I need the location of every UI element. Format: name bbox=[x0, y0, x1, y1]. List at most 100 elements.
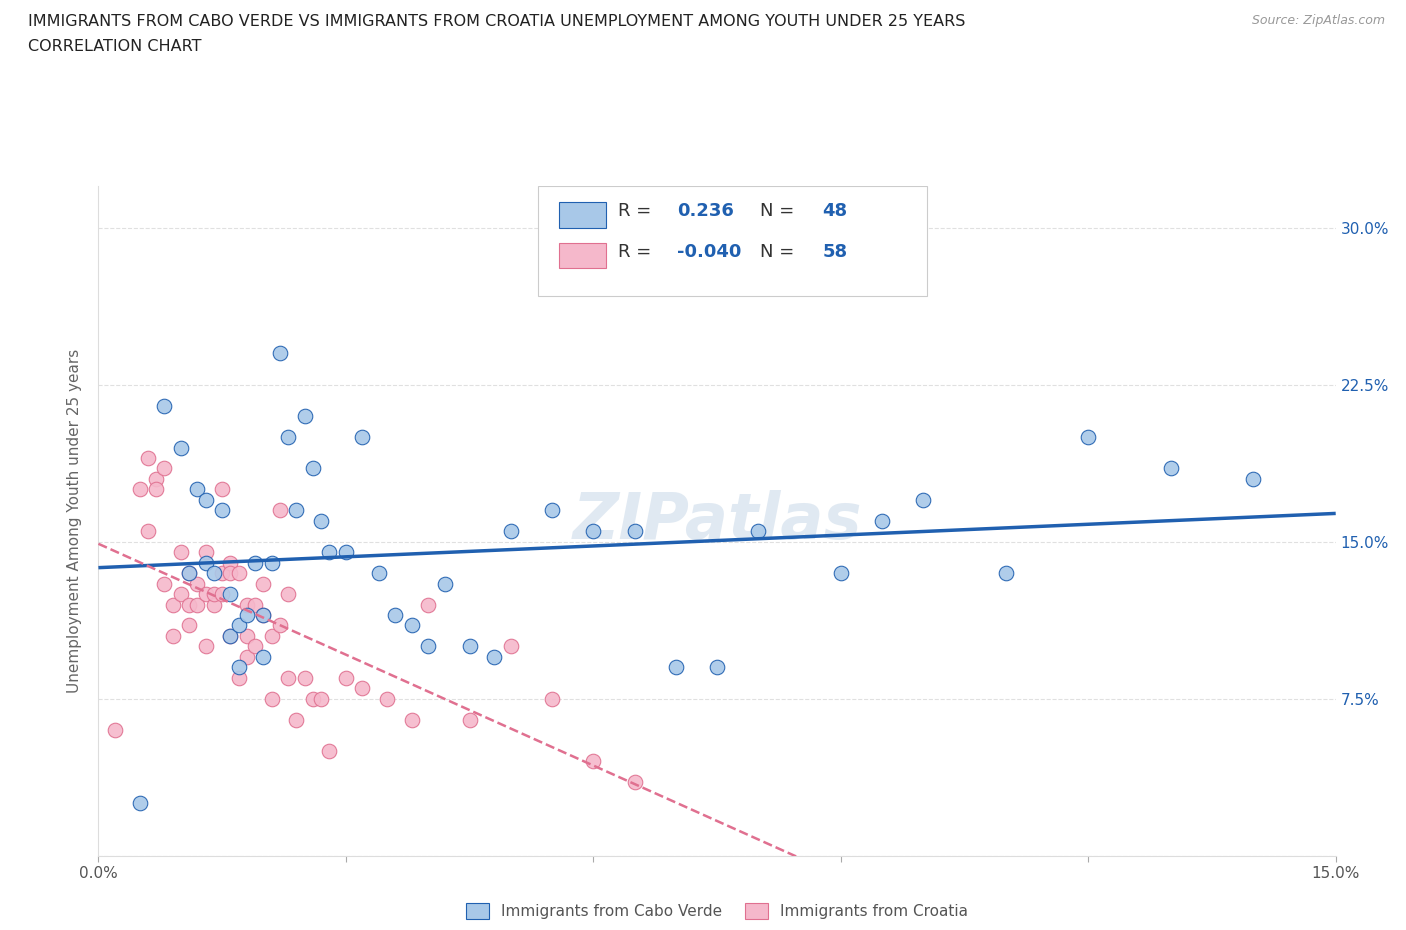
Point bbox=[186, 482, 208, 497]
Point bbox=[318, 744, 340, 759]
Point bbox=[499, 639, 522, 654]
Point bbox=[219, 565, 242, 580]
Text: 0.236: 0.236 bbox=[678, 203, 734, 220]
Point bbox=[252, 577, 274, 591]
Point bbox=[186, 577, 208, 591]
Point bbox=[401, 618, 423, 633]
Point bbox=[309, 513, 332, 528]
Point bbox=[582, 524, 605, 538]
Point bbox=[294, 671, 316, 685]
Point bbox=[243, 555, 266, 570]
Point bbox=[285, 712, 308, 727]
Point bbox=[236, 649, 259, 664]
Point bbox=[236, 607, 259, 622]
Point bbox=[211, 503, 233, 518]
Point bbox=[194, 587, 217, 602]
Point bbox=[747, 524, 769, 538]
Point bbox=[870, 513, 893, 528]
Point bbox=[335, 545, 357, 560]
Point bbox=[269, 346, 291, 361]
Point bbox=[243, 639, 266, 654]
Point bbox=[623, 524, 645, 538]
Point bbox=[623, 775, 645, 790]
Point bbox=[162, 597, 184, 612]
Point bbox=[484, 649, 506, 664]
Point bbox=[252, 607, 274, 622]
Legend: Immigrants from Cabo Verde, Immigrants from Croatia: Immigrants from Cabo Verde, Immigrants f… bbox=[460, 897, 974, 925]
Point bbox=[277, 671, 299, 685]
Point bbox=[269, 503, 291, 518]
Text: N =: N = bbox=[761, 203, 800, 220]
Point bbox=[104, 723, 127, 737]
Point bbox=[219, 587, 242, 602]
Point bbox=[219, 629, 242, 644]
Point bbox=[170, 440, 193, 455]
Point bbox=[285, 503, 308, 518]
Point bbox=[219, 555, 242, 570]
Point bbox=[277, 430, 299, 445]
Point bbox=[186, 597, 208, 612]
Point bbox=[260, 691, 283, 706]
Text: N =: N = bbox=[761, 243, 800, 260]
Text: ZIPatlas: ZIPatlas bbox=[572, 490, 862, 551]
Point bbox=[260, 555, 283, 570]
Point bbox=[162, 629, 184, 644]
Point bbox=[375, 691, 398, 706]
Text: 58: 58 bbox=[823, 243, 848, 260]
Point bbox=[418, 639, 440, 654]
Point bbox=[243, 597, 266, 612]
Point bbox=[269, 618, 291, 633]
Point bbox=[179, 565, 201, 580]
Point bbox=[145, 482, 167, 497]
Point bbox=[236, 629, 259, 644]
Point bbox=[367, 565, 389, 580]
Point bbox=[136, 451, 159, 466]
Point bbox=[541, 691, 564, 706]
Point bbox=[665, 660, 688, 675]
Point bbox=[277, 587, 299, 602]
Point bbox=[1077, 430, 1099, 445]
Point bbox=[128, 482, 150, 497]
Point bbox=[194, 555, 217, 570]
Point bbox=[170, 587, 193, 602]
Point bbox=[458, 639, 481, 654]
Point bbox=[228, 671, 250, 685]
Point bbox=[582, 754, 605, 769]
Point bbox=[145, 472, 167, 486]
Point bbox=[211, 587, 233, 602]
FancyBboxPatch shape bbox=[537, 186, 928, 297]
Point bbox=[1241, 472, 1264, 486]
Point bbox=[294, 409, 316, 424]
Point bbox=[252, 649, 274, 664]
Point bbox=[401, 712, 423, 727]
Point bbox=[179, 618, 201, 633]
Point bbox=[384, 607, 406, 622]
Point bbox=[458, 712, 481, 727]
Text: IMMIGRANTS FROM CABO VERDE VS IMMIGRANTS FROM CROATIA UNEMPLOYMENT AMONG YOUTH U: IMMIGRANTS FROM CABO VERDE VS IMMIGRANTS… bbox=[28, 14, 966, 29]
Point bbox=[236, 597, 259, 612]
Point bbox=[211, 482, 233, 497]
Point bbox=[260, 629, 283, 644]
Point bbox=[153, 577, 176, 591]
FancyBboxPatch shape bbox=[558, 202, 606, 228]
Point bbox=[706, 660, 728, 675]
Point bbox=[912, 493, 935, 508]
Point bbox=[179, 597, 201, 612]
Point bbox=[352, 430, 374, 445]
Text: R =: R = bbox=[619, 243, 657, 260]
Point bbox=[302, 461, 325, 476]
Point bbox=[228, 618, 250, 633]
Point bbox=[830, 565, 852, 580]
Point bbox=[994, 565, 1017, 580]
Text: Source: ZipAtlas.com: Source: ZipAtlas.com bbox=[1251, 14, 1385, 27]
Point bbox=[228, 565, 250, 580]
Point bbox=[335, 671, 357, 685]
Point bbox=[418, 597, 440, 612]
Point bbox=[179, 565, 201, 580]
Point bbox=[170, 545, 193, 560]
Point bbox=[194, 639, 217, 654]
Point bbox=[309, 691, 332, 706]
Point bbox=[153, 398, 176, 413]
Point bbox=[1160, 461, 1182, 476]
Point bbox=[302, 691, 325, 706]
